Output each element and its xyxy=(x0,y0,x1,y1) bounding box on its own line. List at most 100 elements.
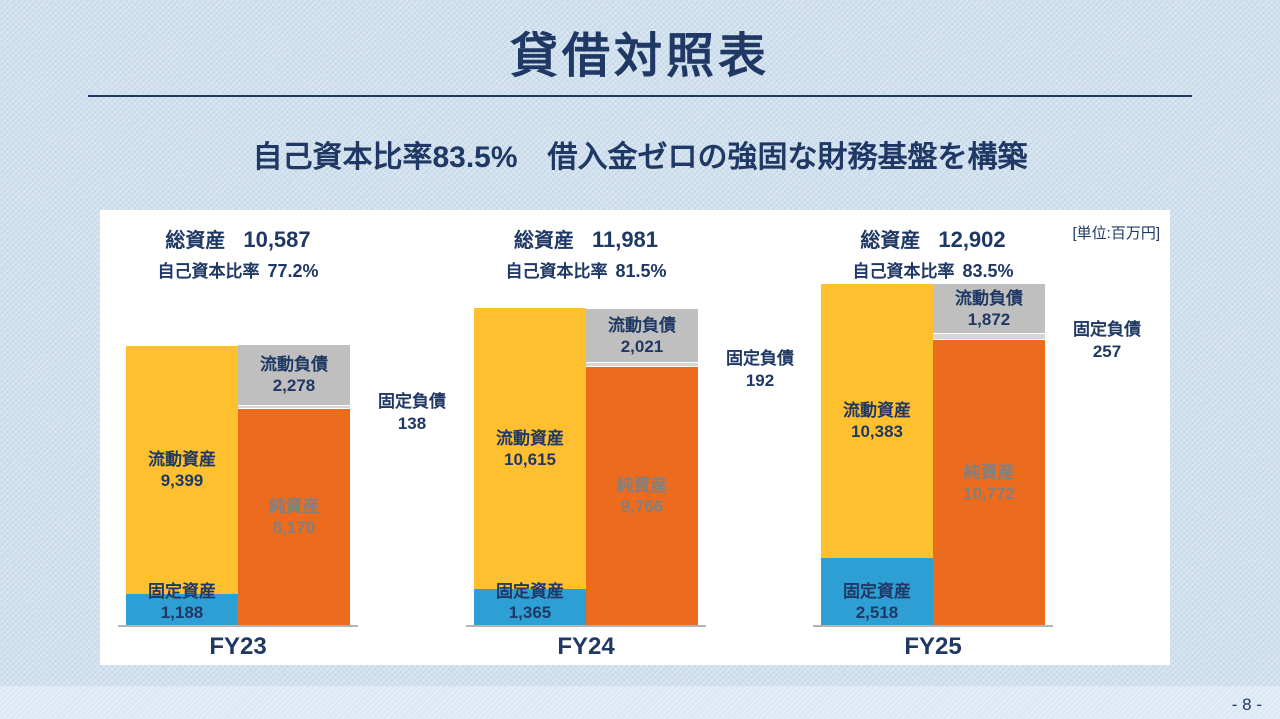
equity-ratio-label: 自己資本比率 xyxy=(505,262,608,281)
equity-ratio-label: 自己資本比率 xyxy=(852,262,955,281)
total-assets-line: 総資産 12,902 xyxy=(813,224,1053,253)
bars: 流動資産 9,399 固定資産 1,188 流動負債 xyxy=(126,345,350,625)
current-liabilities-segment: 流動負債 2,021 xyxy=(586,309,698,362)
current-liabilities-segment: 流動負債 2,278 xyxy=(238,345,350,405)
fixed-assets-value: 1,365 xyxy=(508,603,552,622)
fixed-liabilities-segment xyxy=(238,405,350,409)
total-assets-line: 総資産 11,981 xyxy=(466,224,706,253)
total-assets-line: 総資産 10,587 xyxy=(118,224,358,253)
net-assets-label: 純資産 xyxy=(616,476,668,495)
equity-ratio-line: 自己資本比率 83.5% xyxy=(813,257,1053,282)
net-assets-segment: 純資産 10,772 xyxy=(933,340,1045,625)
net-assets-value: 9,766 xyxy=(620,497,664,516)
fy-label: FY25 xyxy=(904,633,962,660)
fixed-assets-value: 1,188 xyxy=(160,603,204,622)
net-assets-label-block: 純資産 10,772 xyxy=(963,462,1015,504)
equity-ratio-value: 81.5% xyxy=(615,261,667,281)
fixed-liabilities-label: 固定負債 xyxy=(378,392,446,411)
fixed-assets-value: 2,518 xyxy=(855,603,899,622)
current-liabilities-label-block: 流動負債 2,021 xyxy=(608,315,676,357)
fixed-liabilities-segment xyxy=(933,333,1045,340)
fixed-assets-label-block: 固定資産 1,365 xyxy=(474,581,586,623)
equity-ratio-value: 77.2% xyxy=(267,261,319,281)
fy-label: FY23 xyxy=(209,633,267,660)
equity-ratio-value: 83.5% xyxy=(962,261,1014,281)
total-assets-label: 総資産 xyxy=(513,230,574,252)
fixed-liabilities-value: 192 xyxy=(745,371,775,390)
equity-ratio-line: 自己資本比率 77.2% xyxy=(118,257,358,282)
fixed-assets-segment: 固定資産 1,365 xyxy=(474,582,586,625)
current-assets-label: 流動資産 xyxy=(148,450,216,469)
page-number: - 8 - xyxy=(1231,695,1262,714)
current-liabilities-value: 2,278 xyxy=(272,376,316,395)
chart-area: 流動資産 9,399 固定資産 1,188 流動負債 xyxy=(118,282,446,627)
fixed-assets-label-block: 固定資産 1,188 xyxy=(126,581,238,623)
group-header: 総資産 12,902 自己資本比率 83.5% xyxy=(813,224,1053,282)
fixed-assets-label: 固定資産 xyxy=(496,582,564,601)
current-liabilities-value: 1,872 xyxy=(967,309,1011,329)
current-assets-label: 流動資産 xyxy=(843,401,911,420)
fixed-liabilities-label: 固定負債 xyxy=(1073,320,1141,339)
chart-area: 流動資産 10,615 固定資産 1,365 流動負債 xyxy=(466,282,794,627)
current-assets-segment: 流動資産 10,383 xyxy=(821,284,933,558)
current-assets-label-block: 流動資産 10,615 xyxy=(496,428,564,470)
current-liabilities-segment: 流動負債 1,872 xyxy=(933,284,1045,333)
total-assets-label: 総資産 xyxy=(165,230,226,252)
net-assets-value: 10,772 xyxy=(963,483,1015,503)
chart-group-fy25: 総資産 12,902 自己資本比率 83.5% 流動資産 10,383 xyxy=(813,224,1141,661)
liabilities-bar: 流動負債 2,278 純資産 8,170 xyxy=(238,345,350,625)
current-liabilities-label-block: 流動負債 2,278 xyxy=(260,354,328,396)
total-assets-value: 11,981 xyxy=(591,227,659,252)
fixed-assets-segment: 固定資産 1,188 xyxy=(126,582,238,625)
current-assets-segment: 流動資産 9,399 xyxy=(126,346,238,594)
net-assets-segment: 純資産 8,170 xyxy=(238,409,350,625)
page-title: 貸借対照表 xyxy=(509,30,770,83)
fixed-liabilities-callout: 固定負債 192 xyxy=(712,348,808,392)
fixed-liabilities-value: 257 xyxy=(1092,342,1122,361)
assets-bar: 流動資産 10,383 固定資産 2,518 xyxy=(821,284,933,625)
current-assets-label-block: 流動資産 10,383 xyxy=(843,400,911,442)
fixed-liabilities-segment xyxy=(586,362,698,367)
unit-label: [単位:百万円] xyxy=(1072,225,1160,242)
title-divider xyxy=(88,95,1192,97)
assets-bar: 流動資産 10,615 固定資産 1,365 xyxy=(474,308,586,625)
current-liabilities-label-block: 流動負債 1,872 xyxy=(955,288,1023,330)
fixed-assets-label: 固定資産 xyxy=(843,582,911,601)
chart-group-fy24: 総資産 11,981 自己資本比率 81.5% 流動資産 10,615 xyxy=(466,224,794,661)
bars: 流動資産 10,615 固定資産 1,365 流動負債 xyxy=(474,308,698,625)
equity-ratio-label: 自己資本比率 xyxy=(157,262,260,281)
chart-area: 流動資産 10,383 固定資産 2,518 流動負債 xyxy=(813,282,1141,627)
net-assets-value: 8,170 xyxy=(272,518,316,537)
current-assets-segment: 流動資産 10,615 xyxy=(474,308,586,589)
fixed-assets-label: 固定資産 xyxy=(148,582,216,601)
liabilities-bar: 流動負債 1,872 純資産 10,772 xyxy=(933,284,1045,625)
current-assets-value: 10,615 xyxy=(504,449,556,469)
net-assets-label: 純資産 xyxy=(963,462,1015,482)
net-assets-label: 純資産 xyxy=(268,497,320,516)
fixed-liabilities-label: 固定負債 xyxy=(726,349,794,368)
current-liabilities-label: 流動負債 xyxy=(608,315,676,335)
fixed-liabilities-callout: 固定負債 138 xyxy=(364,391,460,435)
chart-group-fy23: 総資産 10,587 自己資本比率 77.2% 流動資産 9,399 xyxy=(118,224,446,661)
slide-subtitle: 自己資本比率83.5% 借入金ゼロの強固な財務基盤を構築 xyxy=(252,141,1028,174)
fixed-assets-segment: 固定資産 2,518 xyxy=(821,558,933,625)
current-liabilities-label: 流動負債 xyxy=(260,355,328,374)
net-assets-segment: 純資産 9,766 xyxy=(586,367,698,625)
current-liabilities-value: 2,021 xyxy=(620,336,664,356)
fixed-assets-label-block: 固定資産 2,518 xyxy=(821,581,933,623)
total-assets-value: 10,587 xyxy=(243,227,311,252)
bars: 流動資産 10,383 固定資産 2,518 流動負債 xyxy=(821,284,1045,625)
group-header: 総資産 11,981 自己資本比率 81.5% xyxy=(466,224,706,282)
total-assets-label: 総資産 xyxy=(860,230,921,252)
current-assets-value: 10,383 xyxy=(851,422,903,441)
fy-label: FY24 xyxy=(557,633,615,660)
net-assets-label-block: 純資産 9,766 xyxy=(617,475,668,517)
total-assets-value: 12,902 xyxy=(938,227,1006,252)
current-assets-label-block: 流動資産 9,399 xyxy=(148,449,216,491)
current-assets-label: 流動資産 xyxy=(496,428,564,448)
current-assets-value: 9,399 xyxy=(160,471,204,490)
liabilities-bar: 流動負債 2,021 純資産 9,766 xyxy=(586,309,698,625)
fixed-liabilities-callout: 固定負債 257 xyxy=(1059,319,1155,363)
chart-panel: [単位:百万円] 総資産 10,587 自己資本比率 77.2% 流動資産 9,39… xyxy=(100,210,1170,665)
fixed-liabilities-value: 138 xyxy=(397,414,427,433)
